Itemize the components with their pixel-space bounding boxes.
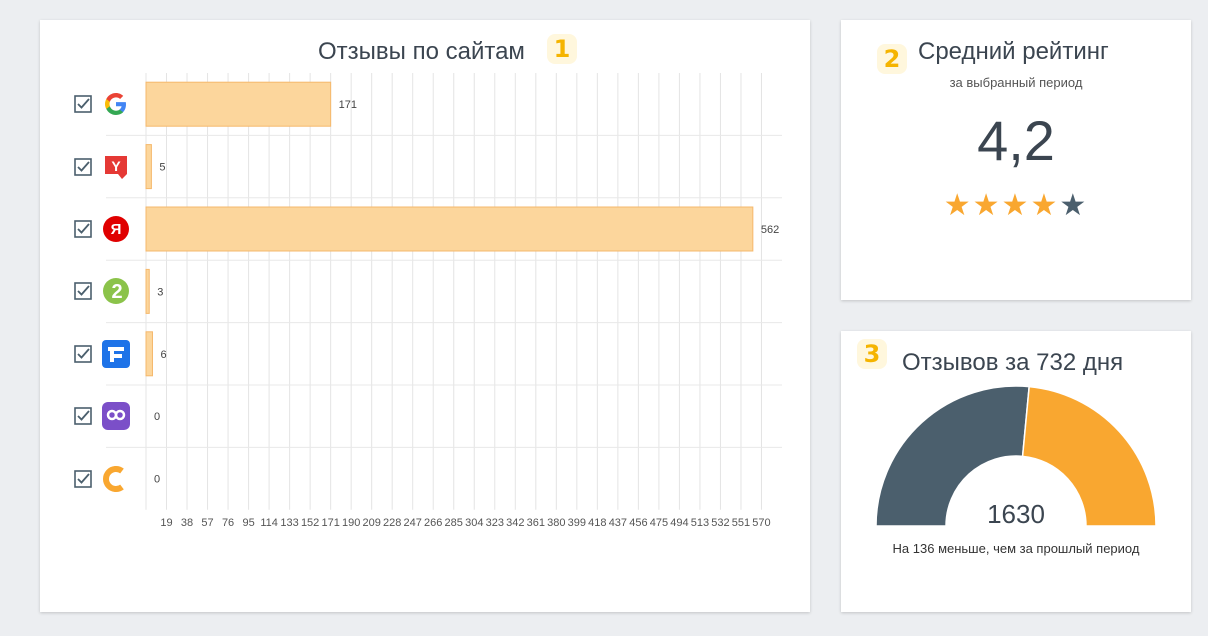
x-tick-label: 380 — [547, 517, 565, 529]
bar-Yell — [145, 144, 152, 190]
star-empty-icon: ★ — [1059, 189, 1089, 222]
x-tick-label: 266 — [424, 517, 442, 529]
reviews-by-site-card: Отзывы по сайтам 1 19 38 57 76 95 114 133 152 17… — [40, 20, 810, 612]
yell-logo-icon: Y — [102, 153, 130, 181]
star-filled-icon: ★ — [972, 189, 1002, 222]
x-tick-label: 76 — [222, 517, 234, 529]
site-checkbox[interactable] — [74, 95, 92, 113]
x-tick-label: 133 — [280, 517, 298, 529]
svg-text:Я: Я — [111, 221, 122, 238]
bar-value-label: 562 — [761, 224, 779, 236]
site-checkbox[interactable] — [74, 469, 92, 488]
yandex-logo-icon: Я — [102, 215, 130, 243]
average-rating-card: 2 Средний рейтинг за выбранный период 4,… — [841, 20, 1191, 300]
x-tick-label: 190 — [342, 517, 360, 529]
gauge-segment-1 — [1021, 385, 1157, 527]
x-tick-label: 456 — [629, 517, 647, 529]
site-checkbox[interactable] — [74, 220, 92, 238]
otzovik-logo-icon — [102, 402, 130, 431]
x-tick-label: 57 — [201, 517, 213, 529]
x-tick-label: 247 — [404, 517, 422, 529]
x-tick-label: 304 — [465, 517, 483, 529]
flamp-logo-icon — [102, 339, 130, 368]
x-tick-label: 475 — [650, 517, 668, 529]
x-tick-label: 95 — [242, 517, 254, 529]
average-rating-title: Средний рейтинг — [918, 38, 1109, 65]
bar-value-label: 5 — [159, 162, 165, 174]
reviews-total: 1630 — [987, 499, 1045, 529]
bar-chart: 19 38 57 76 95 114 133 152 171 190 209 228 247 266 285… — [106, 73, 782, 529]
site-checkbox[interactable] — [74, 157, 92, 176]
gauge-segment-0 — [875, 385, 1030, 527]
x-tick-label: 399 — [568, 517, 586, 529]
bar-Flamp — [145, 331, 153, 377]
reviews-gauge — [875, 385, 1157, 527]
badge-1: 1 — [547, 34, 577, 64]
star-filled-icon: ★ — [1030, 189, 1060, 222]
reviews-period-card: 3 Отзывов за 732 дня 1630 На 136 меньше,… — [841, 331, 1191, 612]
rating-stars: ★★★★★ — [841, 188, 1191, 223]
reviews-comparison: На 136 меньше, чем за прошлый период — [892, 541, 1140, 556]
x-tick-label: 551 — [732, 517, 750, 529]
rating-value: 4,2 — [977, 109, 1055, 172]
x-tick-label: 209 — [362, 517, 380, 529]
x-tick-label: 494 — [670, 517, 688, 529]
x-tick-label: 437 — [609, 517, 627, 529]
zoon-logo-icon — [102, 465, 130, 493]
site-checkbox[interactable] — [74, 407, 92, 425]
bar-value-label: 6 — [160, 349, 166, 361]
x-tick-label: 114 — [260, 517, 278, 529]
svg-text:Y: Y — [111, 158, 121, 174]
star-filled-icon: ★ — [943, 189, 973, 222]
x-tick-label: 152 — [301, 517, 319, 529]
bar-2ГИС — [145, 268, 150, 314]
badge-3: 3 — [857, 339, 887, 369]
x-tick-label: 38 — [181, 517, 193, 529]
2gis-logo-icon: 2 — [102, 277, 130, 305]
rating-period-label: за выбранный период — [949, 75, 1083, 90]
bar-value-label: 171 — [339, 99, 357, 111]
site-checkbox[interactable] — [74, 282, 92, 301]
bar-value-label: 0 — [154, 411, 160, 423]
badge-2: 2 — [877, 44, 907, 74]
x-tick-label: 228 — [383, 517, 401, 529]
x-tick-label: 570 — [752, 517, 770, 529]
x-tick-label: 418 — [588, 517, 606, 529]
bar-Google — [145, 81, 332, 127]
bar-Яндекс — [145, 206, 754, 252]
x-tick-label: 361 — [527, 517, 545, 529]
x-tick-label: 342 — [506, 517, 524, 529]
x-tick-label: 513 — [691, 517, 709, 529]
bar-value-label: 0 — [154, 474, 160, 486]
x-tick-label: 285 — [445, 517, 463, 529]
google-logo-icon — [102, 90, 130, 118]
x-tick-label: 171 — [321, 517, 339, 529]
x-tick-label: 323 — [486, 517, 504, 529]
x-tick-label: 19 — [160, 517, 172, 529]
svg-text:2: 2 — [111, 281, 122, 303]
star-filled-icon: ★ — [1001, 189, 1031, 222]
reviews-period-title: Отзывов за 732 дня — [902, 349, 1124, 376]
bar-value-label: 3 — [157, 286, 163, 298]
x-tick-label: 532 — [711, 517, 729, 529]
site-checkbox[interactable] — [74, 344, 92, 363]
reviews-by-site-title: Отзывы по сайтам — [318, 38, 525, 65]
